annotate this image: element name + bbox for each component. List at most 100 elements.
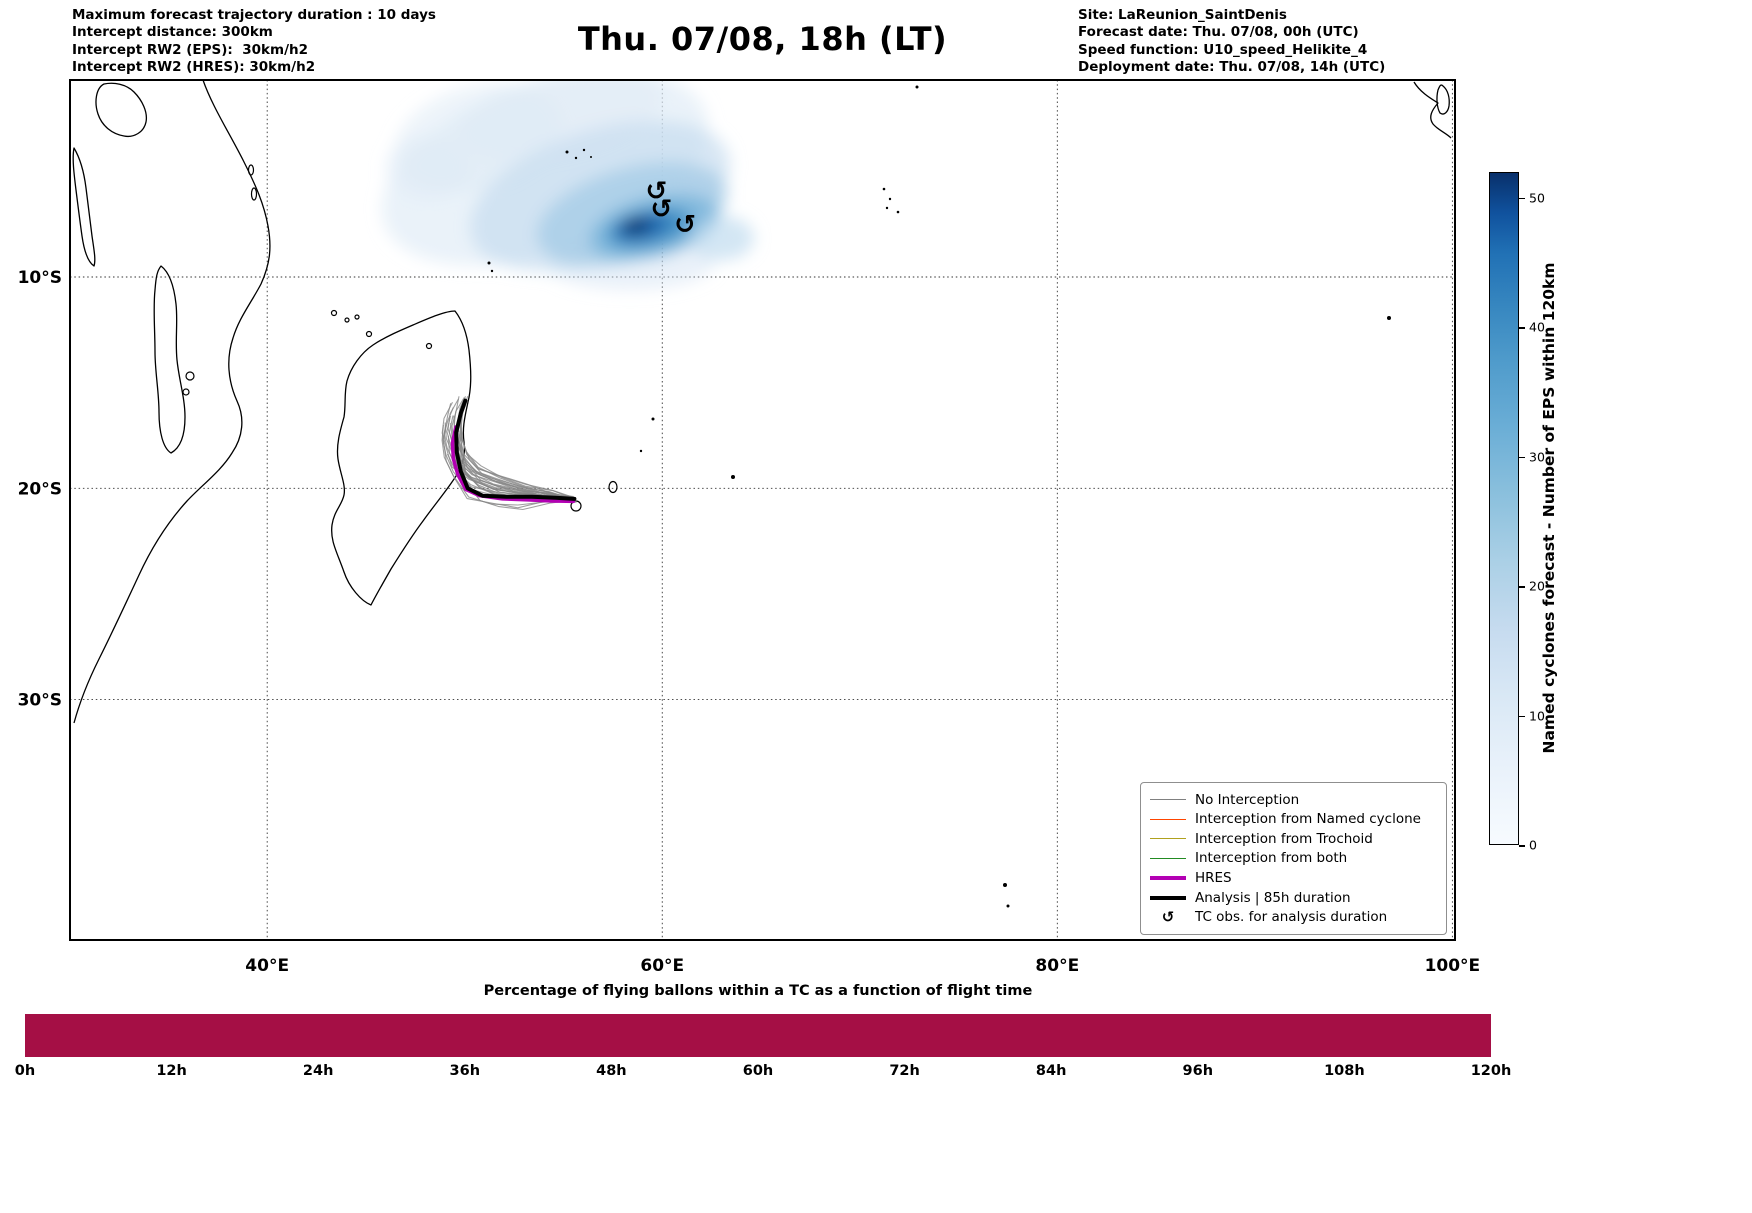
colorbar: [1489, 172, 1519, 845]
agalega-island: [490, 269, 494, 273]
flight-time-tick-label: 108h: [1324, 1063, 1365, 1079]
legend-line: [1150, 799, 1186, 800]
small-lake: [182, 388, 190, 396]
legend-line-sample: [1150, 895, 1186, 900]
lake-tanganyika: [72, 147, 96, 267]
colorbar-tick-label: 20: [1529, 578, 1545, 594]
legend-item-label: TC obs. for analysis duration: [1195, 909, 1388, 926]
legend-item: No Interception: [1150, 790, 1437, 809]
ensemble-trajectory: [460, 396, 576, 500]
legend-item-label: No Interception: [1195, 791, 1300, 808]
tc-observations: ↺↺↺: [645, 176, 695, 240]
seychelles-island: [590, 156, 592, 158]
flight-time-tick-label: 120h: [1470, 1063, 1512, 1079]
flight-time-tick-label: 84h: [1035, 1063, 1067, 1079]
header-right-line: Forecast date: Thu. 07/08, 00h (UTC): [1078, 24, 1359, 41]
comoros-island: [344, 317, 350, 323]
flight-time-tick-label: 48h: [596, 1063, 627, 1079]
header-left-line: Maximum forecast trajectory duration : 1…: [72, 7, 436, 23]
legend-line: [1150, 876, 1186, 881]
colorbar-tick: [1519, 586, 1525, 588]
chagos-island: [888, 197, 892, 201]
header-left-line: Intercept RW2 (EPS): 30km/h2: [72, 41, 308, 58]
legend-line: [1150, 857, 1186, 859]
map-legend: No Interception Interception from Named c…: [1140, 782, 1447, 935]
colorbar-tick-label: 50: [1529, 190, 1545, 206]
map-axis-tick-labels: 40°E 60°E 80°E 100°E 10°S 20°S 30°S: [18, 268, 1481, 976]
y-axis-tick-label: 30°S: [18, 691, 62, 711]
coastlines: [72, 80, 1452, 908]
header-left-line: Intercept RW2 (HRES): 30km/h2: [72, 59, 316, 76]
colorbar-label: Named cyclones forecast - Number of EPS …: [1540, 262, 1558, 754]
deterministic-tracks: [450, 398, 577, 504]
legend-line-sample: [1150, 818, 1186, 820]
legend-line: [1150, 895, 1186, 900]
cyclone-icon: ↺: [650, 194, 672, 224]
legend-item-label: Interception from both: [1195, 850, 1348, 867]
small-island: [915, 85, 919, 89]
seychelles-island: [565, 150, 569, 154]
coastline-africa-east: [73, 80, 271, 724]
chagos-island: [896, 210, 900, 214]
colorbar-tick-label: 30: [1529, 449, 1545, 465]
colorbar-tick: [1519, 456, 1525, 459]
legend-item: Interception from Trochoid: [1150, 829, 1437, 848]
x-axis-tick-label: 40°E: [245, 956, 289, 976]
comoros-island: [330, 309, 338, 317]
site-info: Site: LaReunion_SaintDenis Forecast date:…: [1078, 7, 1385, 77]
y-axis-tick-label: 20°S: [18, 479, 62, 499]
mayotte-island: [365, 330, 373, 338]
flight-time-bar-chart: [25, 1014, 1491, 1057]
y-axis-tick-label: 10°S: [18, 268, 62, 288]
rodrigues-island: [731, 475, 735, 479]
tromelin-island: [651, 417, 655, 421]
legend-item: Interception from both: [1150, 849, 1437, 868]
legend-item-label: HRES: [1195, 870, 1232, 887]
coastline-sumatra: [1413, 81, 1452, 139]
chagos-island: [885, 206, 889, 210]
pemba-island: [247, 164, 255, 176]
ensemble-trajectory: [442, 425, 576, 509]
map-frame: [69, 79, 1456, 941]
legend-item-label: Interception from Trochoid: [1195, 830, 1373, 847]
bottom-chart-title: Percentage of flying ballons within a TC…: [483, 983, 1033, 999]
x-axis-tick-label: 60°E: [640, 956, 684, 976]
header-right-line: Deployment date: Thu. 07/08, 14h (UTC): [1078, 59, 1386, 76]
cocos-island: [1387, 316, 1391, 320]
legend-item: Analysis | 85h duration: [1150, 888, 1437, 907]
analysis-track: [454, 398, 577, 501]
flight-time-tick-label: 36h: [449, 1063, 481, 1079]
legend-line: [1150, 838, 1186, 840]
colorbar-tick-label: 0: [1529, 837, 1537, 853]
st-paul-island: [1006, 904, 1010, 908]
colorbar-tick: [1519, 327, 1525, 329]
forecast-params: Maximum forecast trajectory duration : 1…: [72, 7, 436, 77]
small-lake: [185, 371, 195, 381]
flight-time-tick-label: 60h: [742, 1063, 774, 1079]
lake-malawi: [153, 265, 186, 454]
cyclone-icon: ↺: [1161, 908, 1175, 927]
amsterdam-island: [1003, 883, 1007, 887]
header-left-line: Intercept distance: 300km: [72, 24, 273, 41]
x-axis-tick-label: 80°E: [1035, 956, 1079, 976]
ensemble-trajectory: [459, 423, 574, 498]
chagos-island: [882, 187, 886, 191]
legend-item: HRES: [1150, 869, 1437, 888]
legend-line-sample: [1150, 838, 1186, 840]
lake-victoria: [95, 82, 148, 138]
legend-item: Interception from Named cyclone: [1150, 810, 1437, 829]
comoros-island: [354, 314, 360, 320]
mentawai-island: [1436, 84, 1450, 115]
x-axis-tick-label: 100°E: [1425, 956, 1481, 976]
zanzibar-island: [250, 187, 258, 201]
colorbar-tick: [1519, 845, 1525, 847]
flight-time-tick-label: 0h: [14, 1063, 36, 1079]
header-right-line: Speed function: U10_speed_Helikite_4: [1078, 41, 1368, 58]
colorbar-tick-label: 10: [1529, 708, 1545, 724]
cyclone-icon: ↺: [645, 176, 667, 206]
tc-density-heatmap: [381, 80, 754, 290]
coastline-madagascar: [331, 310, 472, 606]
seychelles-island: [582, 148, 586, 152]
legend-line-sample: [1150, 799, 1186, 800]
